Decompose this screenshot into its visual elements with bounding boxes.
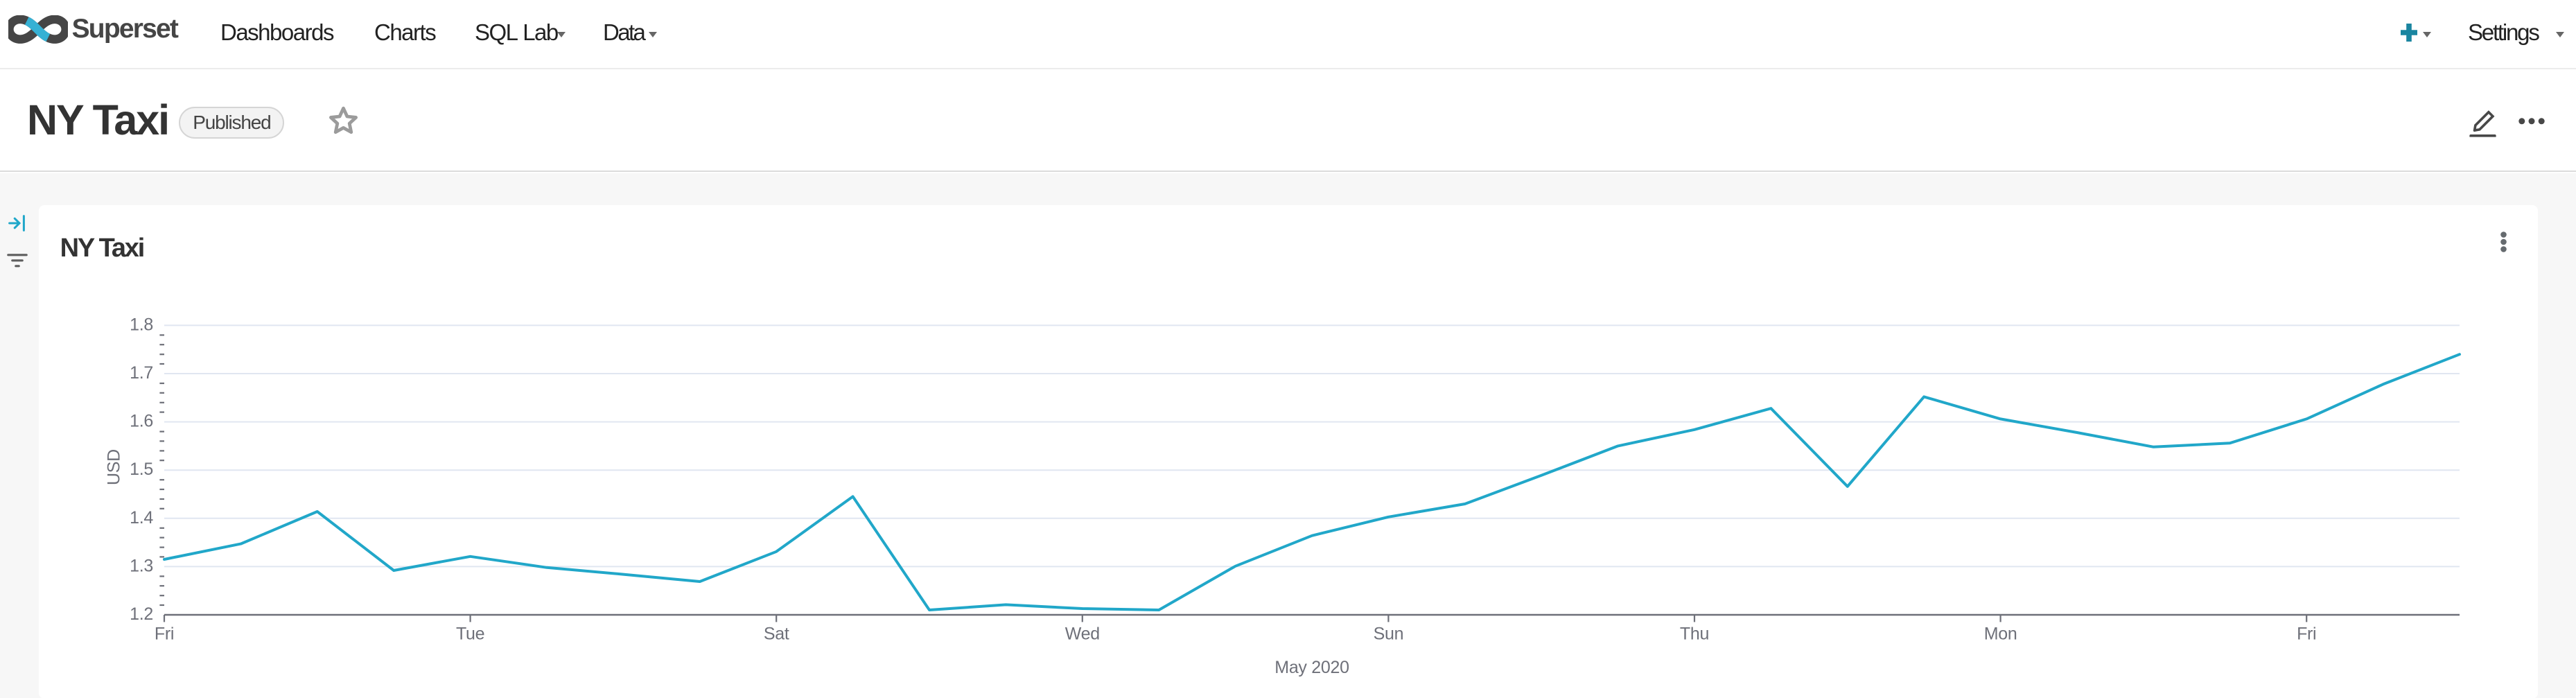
- svg-text:Sat: Sat: [764, 624, 789, 643]
- svg-text:Sun: Sun: [1374, 624, 1404, 643]
- svg-text:Wed: Wed: [1065, 624, 1100, 643]
- svg-text:1.6: 1.6: [130, 412, 153, 431]
- svg-text:Fri: Fri: [155, 624, 174, 643]
- svg-text:Fri: Fri: [2297, 624, 2316, 643]
- svg-text:1.2: 1.2: [130, 604, 153, 624]
- svg-text:Mon: Mon: [1984, 624, 2017, 643]
- svg-text:1.5: 1.5: [130, 460, 153, 479]
- svg-text:Tue: Tue: [456, 624, 484, 643]
- svg-text:Thu: Thu: [1680, 624, 1709, 643]
- svg-text:May 2020: May 2020: [1274, 658, 1349, 677]
- svg-text:1.7: 1.7: [130, 363, 153, 383]
- svg-text:USD: USD: [104, 449, 123, 485]
- svg-text:1.8: 1.8: [130, 315, 153, 334]
- svg-text:1.3: 1.3: [130, 556, 153, 575]
- svg-text:1.4: 1.4: [130, 508, 153, 527]
